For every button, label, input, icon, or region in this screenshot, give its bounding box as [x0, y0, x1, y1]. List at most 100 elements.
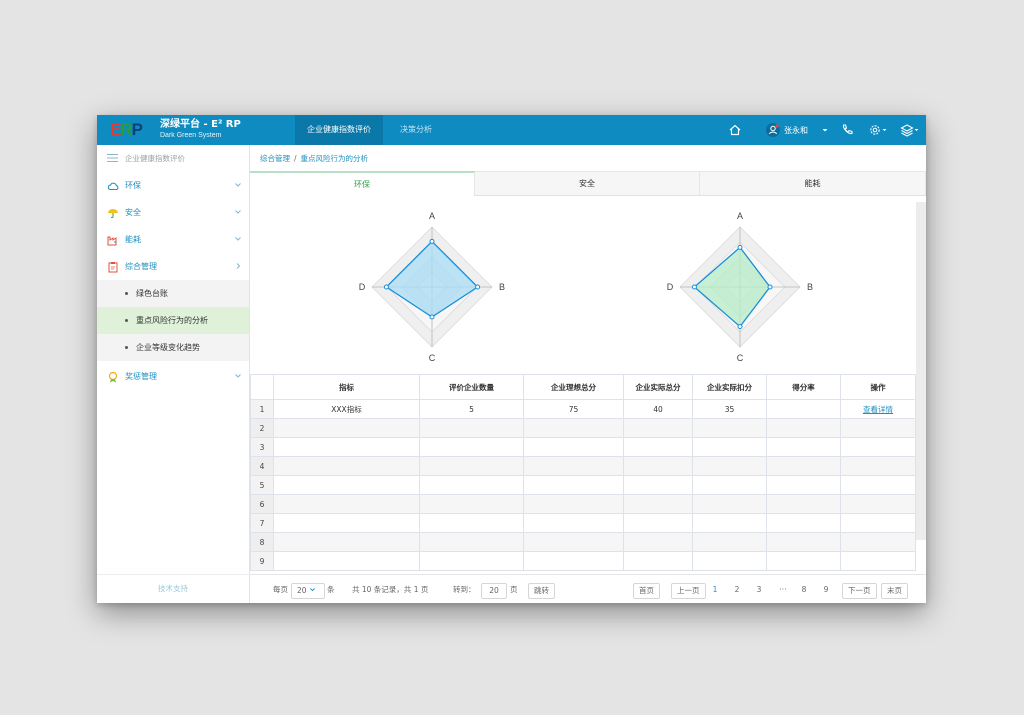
table-row: 3 — [250, 437, 916, 457]
row-number: 9 — [250, 551, 274, 571]
radar-point — [429, 238, 435, 244]
row-number: 4 — [250, 456, 274, 476]
view-details-link[interactable]: 查看详情 — [863, 404, 893, 414]
per-page-select[interactable]: 20 — [291, 583, 325, 599]
sidebar-item-safety[interactable]: 安全 — [97, 199, 249, 226]
sidebar-item-label: 环保 — [125, 181, 141, 190]
home-icon[interactable] — [727, 122, 743, 138]
sidebar-subitem-green-ledger[interactable]: 绿色台账 — [97, 280, 249, 307]
table-cell — [692, 513, 767, 533]
chevron-down-icon — [309, 588, 315, 592]
table-cell — [623, 551, 693, 571]
table-cell — [840, 532, 916, 552]
nav-tab-decision-analysis[interactable]: 决策分析 — [400, 125, 432, 134]
table-cell — [273, 551, 420, 571]
breadcrumb-parent[interactable]: 综合管理 — [260, 154, 290, 163]
sidebar-item-environment[interactable]: 环保 — [97, 172, 249, 199]
table-cell — [623, 418, 693, 438]
next-page-button[interactable]: 下一页 — [842, 583, 877, 599]
bullet-icon — [125, 292, 128, 295]
table-cell — [692, 437, 767, 457]
radar-axis-label: C — [737, 353, 744, 363]
table-cell — [840, 475, 916, 495]
layers-icon[interactable] — [899, 122, 921, 138]
table-row: 5 — [250, 475, 916, 495]
table-cell — [766, 418, 841, 438]
radar-point — [383, 284, 389, 290]
table-cell — [840, 437, 916, 457]
sidebar-subitem-risk-behavior-analysis[interactable]: 重点风险行为的分析 — [97, 307, 249, 334]
page-number-8[interactable]: 8 — [801, 585, 807, 594]
table-cell — [419, 551, 524, 571]
app-subtitle: Dark Green System — [160, 132, 222, 139]
gear-icon[interactable] — [867, 122, 889, 138]
prev-page-button[interactable]: 上一页 — [671, 583, 706, 599]
table-cell — [273, 437, 420, 457]
table-row: 8 — [250, 532, 916, 552]
tab-environment[interactable]: 环保 — [250, 171, 475, 196]
page-ellipsis: ··· — [779, 585, 787, 594]
chevron-down-icon — [235, 374, 241, 378]
column-header-index — [250, 374, 274, 400]
column-header: 评价企业数量 — [419, 374, 524, 400]
tab-safety[interactable]: 安全 — [475, 171, 700, 195]
table-cell: 35 — [692, 399, 767, 419]
radar-charts: A B C D A B C D — [359, 211, 813, 363]
row-number: 1 — [250, 399, 274, 419]
tab-energy[interactable]: 能耗 — [700, 171, 926, 195]
sidebar-subitem-label: 重点风险行为的分析 — [136, 316, 208, 325]
pagination-bar: 每页 20 条 共 10 条记录，共 1 页 转到： 20 页 跳转 首页 上一… — [250, 574, 926, 603]
table-cell — [692, 475, 767, 495]
sidebar-item-label: 奖惩管理 — [125, 372, 157, 381]
top-bar: ERP 深绿平台 - E² RP Dark Green System 企业健康指… — [97, 115, 926, 145]
sidebar-item-energy[interactable]: 能耗 — [97, 226, 249, 253]
goto-page-input[interactable]: 20 — [481, 583, 507, 599]
radar-chart-2: A B C D — [667, 211, 813, 363]
sidebar-item-reward-punishment[interactable]: 奖惩管理 — [97, 363, 249, 390]
phone-icon[interactable] — [839, 122, 855, 138]
app-logo: ERP — [110, 120, 143, 139]
table-cell — [523, 532, 624, 552]
table-cell — [523, 456, 624, 476]
record-summary: 共 10 条记录，共 1 页 — [352, 585, 429, 594]
chevron-down-icon — [235, 237, 241, 241]
sidebar-item-general-management[interactable]: 综合管理 — [97, 253, 249, 280]
sidebar-header[interactable]: 企业健康指数评价 — [97, 145, 249, 171]
caret-down-icon — [822, 129, 828, 132]
hamburger-icon[interactable] — [107, 153, 118, 163]
chevron-right-icon — [236, 263, 241, 269]
page-number-2[interactable]: 2 — [734, 585, 740, 594]
last-page-button[interactable]: 末页 — [881, 583, 908, 599]
table-cell — [766, 456, 841, 476]
radar-point — [475, 284, 481, 290]
chevron-down-icon — [235, 183, 241, 187]
breadcrumb-current: 重点风险行为的分析 — [300, 154, 369, 163]
radar-axis-label: D — [359, 282, 366, 292]
scrollbar[interactable] — [916, 202, 926, 540]
table-cell — [419, 494, 524, 514]
page-number-1[interactable]: 1 — [712, 585, 718, 594]
table-cell — [840, 551, 916, 571]
table-cell: 5 — [419, 399, 524, 419]
table-cell — [523, 513, 624, 533]
radar-axis-label: A — [737, 211, 743, 221]
column-header: 得分率 — [766, 374, 841, 400]
first-page-button[interactable]: 首页 — [633, 583, 660, 599]
sidebar-subitem-grade-trend[interactable]: 企业等级变化趋势 — [97, 334, 249, 361]
user-menu[interactable]: 张永和 — [766, 121, 830, 139]
table-cell — [419, 437, 524, 457]
radar-axis-label: B — [807, 282, 813, 292]
page-number-9[interactable]: 9 — [823, 585, 829, 594]
goto-button[interactable]: 跳转 — [528, 583, 555, 599]
table-cell — [419, 532, 524, 552]
column-header: 指标 — [273, 374, 420, 400]
sidebar-header-label: 企业健康指数评价 — [125, 153, 185, 163]
sidebar-item-label: 安全 — [125, 208, 141, 217]
main-content: 综合管理 / 重点风险行为的分析 环保 安全 能耗 A B C D A B C D 指标 评价企业… — [250, 145, 926, 603]
table-cell-action: 查看详情 — [840, 399, 916, 419]
table-cell — [623, 513, 693, 533]
page-number-3[interactable]: 3 — [756, 585, 762, 594]
nav-tab-health-index[interactable]: 企业健康指数评价 — [295, 115, 383, 145]
radar-point — [429, 314, 435, 320]
sidebar: 企业健康指数评价 环保 安全 能耗 综合管理 绿色台账 重点风险 — [97, 145, 250, 603]
